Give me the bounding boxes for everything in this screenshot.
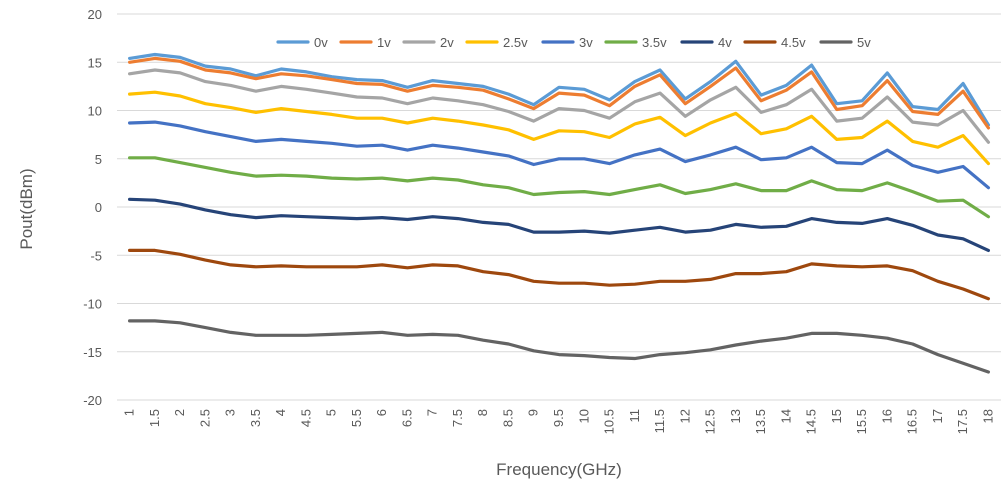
x-tick-label: 1.5 [147,409,162,427]
series-line-3.5v [128,156,991,219]
x-tick-label: 2.5 [197,409,212,427]
x-tick-label: 8 [475,409,490,416]
x-tick-label: 18 [980,409,995,423]
legend-label-1v: 1v [377,35,391,50]
series-line-3v [128,120,991,190]
x-tick-label: 6 [374,409,389,416]
legend-label-2v: 2v [440,35,454,50]
x-tick-label: 12.5 [703,409,718,434]
y-tick-label: 20 [88,7,102,22]
x-tick-label: 16.5 [905,409,920,434]
x-tick-label: 6.5 [399,409,414,427]
series-line-5v [128,319,991,374]
series-line-4.5v [128,248,991,301]
x-tick-label: 1 [122,409,137,416]
y-tick-label: -5 [90,248,102,263]
x-tick-label: 10.5 [602,409,617,434]
y-tick-label: -10 [83,297,102,312]
x-tick-label: 9.5 [551,409,566,427]
x-tick-label: 5.5 [349,409,364,427]
y-tick-label: 10 [88,104,102,119]
series-lines [128,52,991,374]
legend-label-0v: 0v [314,35,328,50]
legend-label-5v: 5v [857,35,871,50]
series-line-1v [128,56,991,130]
y-tick-label: -20 [83,393,102,408]
x-tick-label: 2 [172,409,187,416]
x-tick-label: 5 [324,409,339,416]
x-tick-label: 11 [627,409,642,423]
x-tick-label: 13.5 [753,409,768,434]
legend-label-3.5v: 3.5v [642,35,667,50]
x-tick-label: 17 [930,409,945,423]
x-tick-label: 17.5 [955,409,970,434]
y-axis-title: Pout(dBm) [17,168,36,249]
x-tick-label: 13 [728,409,743,423]
x-tick-label: 14 [778,409,793,423]
x-tick-label: 15 [829,409,844,423]
legend-label-3v: 3v [579,35,593,50]
y-tick-label: 0 [95,200,102,215]
x-tick-label: 11.5 [652,409,667,433]
x-tick-label: 16 [879,409,894,423]
x-tick-label: 3.5 [248,409,263,427]
x-axis-title: Frequency(GHz) [496,460,622,479]
legend: 0v 1v 2v 2.5v 3v 3.5v 4v 4.5v 5v [276,35,871,50]
x-tick-label: 9 [526,409,541,416]
x-tick-label: 7 [425,409,440,416]
y-tick-label: 15 [88,55,102,70]
y-tick-label: -15 [83,345,102,360]
gridlines [117,13,1001,401]
y-tick-label: 5 [95,152,102,167]
x-tick-label: 15.5 [854,409,869,434]
x-tick-label: 8.5 [500,409,515,427]
x-axis-ticks: 1 1.5 2 2.5 3 3.5 4 4.5 5 5.5 6 6.5 7 7.5 8 8.5 9 9.5 10 10… [122,409,996,434]
x-tick-label: 3 [223,409,238,416]
x-tick-label: 12 [677,409,692,423]
legend-label-2.5v: 2.5v [503,35,528,50]
y-axis-ticks: 20 15 10 5 0 -5 -10 -15 -20 [83,7,102,408]
x-tick-label: 7.5 [450,409,465,427]
series-line-4v [128,197,991,252]
x-tick-label: 14.5 [804,409,819,434]
x-tick-label: 4.5 [298,409,313,427]
series-line-2v [128,68,991,144]
series-line-2.5v [128,90,991,166]
legend-label-4v: 4v [718,35,732,50]
x-tick-label: 4 [273,409,288,416]
series-line-0v [128,52,991,127]
legend-label-4.5v: 4.5v [781,35,806,50]
x-tick-label: 10 [576,409,591,423]
